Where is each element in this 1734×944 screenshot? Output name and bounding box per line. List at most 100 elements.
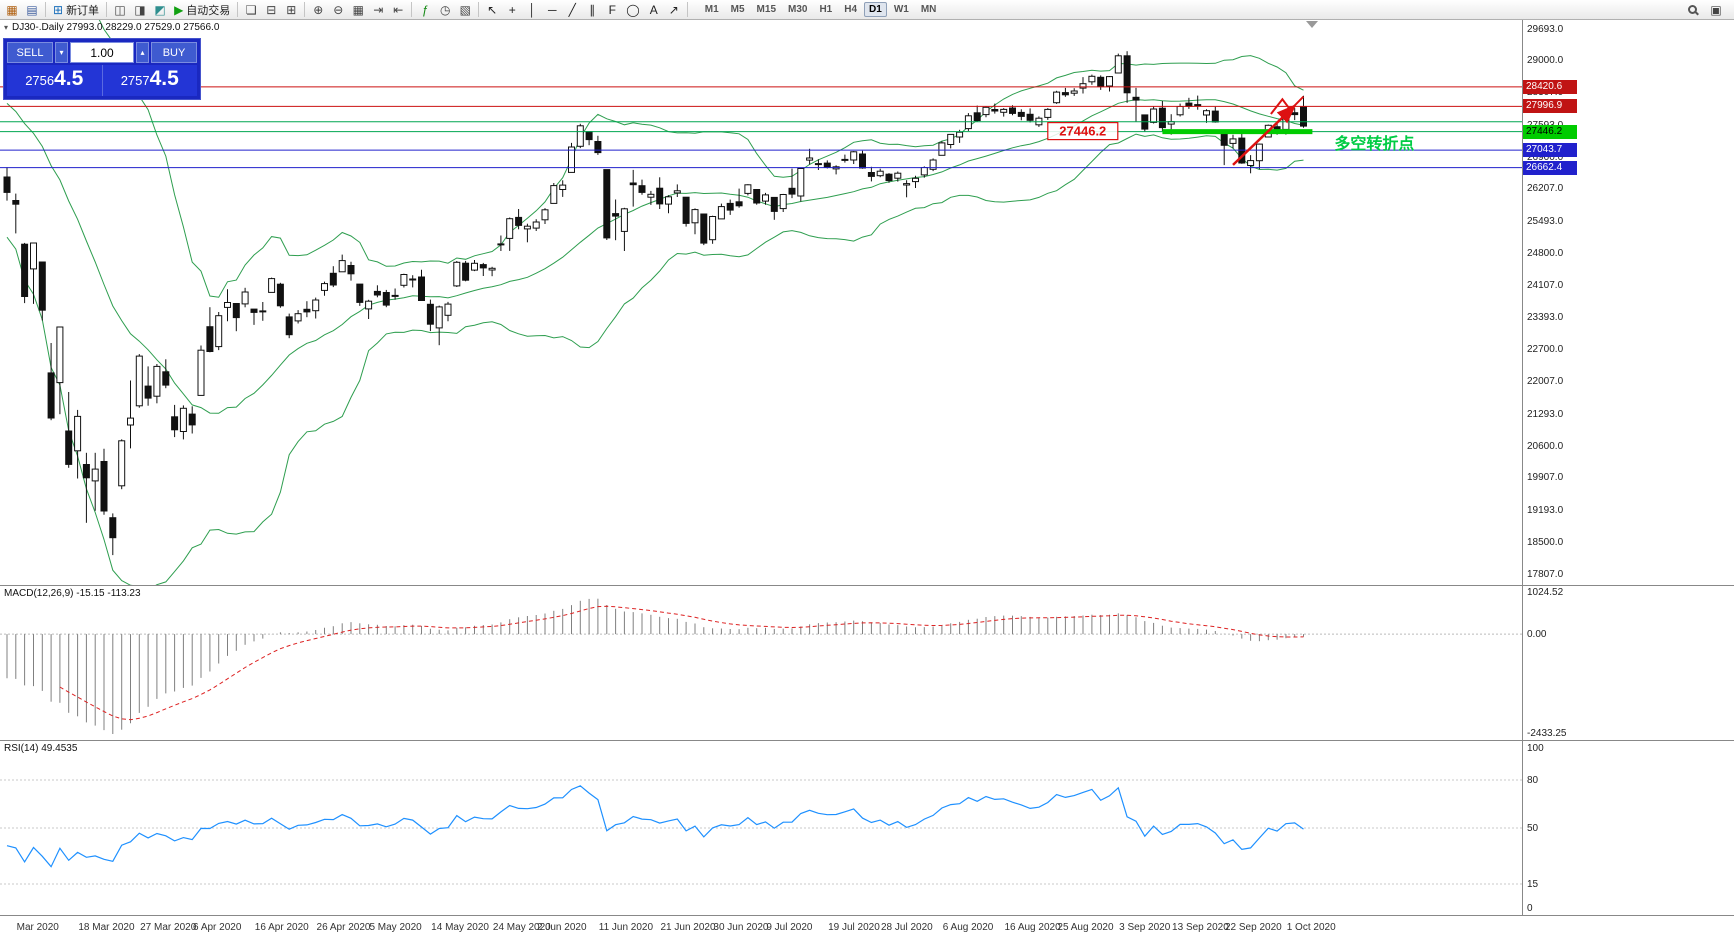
- profiles-button[interactable]: ▤: [22, 1, 42, 19]
- chart-shift-marker[interactable]: [1306, 21, 1318, 28]
- toolbar-separator: [478, 2, 480, 17]
- search-button[interactable]: [1682, 1, 1702, 19]
- equidistant-channel-button[interactable]: ∥: [582, 1, 602, 19]
- autotrade-button[interactable]: ▶ 自动交易: [170, 1, 234, 19]
- candle: [462, 262, 470, 281]
- trend-arrow[interactable]: [1232, 104, 1297, 166]
- candle: [647, 193, 655, 198]
- rsi-plot[interactable]: RSI(14) 49.4535: [0, 741, 1522, 915]
- new-order-icon: ⊞: [53, 2, 64, 17]
- tile-horizontally-button[interactable]: ⊟: [261, 1, 281, 19]
- candle: [444, 303, 452, 316]
- candle: [515, 216, 523, 226]
- cursor-button[interactable]: ↖: [482, 1, 502, 19]
- price-callout-box[interactable]: [1047, 121, 1119, 141]
- quick-panel-button[interactable]: ▣: [1706, 1, 1726, 19]
- candle: [285, 316, 293, 336]
- templates-button[interactable]: ▧: [455, 1, 475, 19]
- candle: [559, 184, 567, 191]
- sell-price[interactable]: 2756 4.5: [7, 65, 102, 96]
- data-window-button[interactable]: ◨: [130, 1, 150, 19]
- timeframe-m5-button[interactable]: M5: [730, 4, 745, 15]
- volume-up-button[interactable]: ▴: [136, 42, 149, 63]
- candle: [797, 168, 805, 197]
- zoom-in-button[interactable]: ⊕: [308, 1, 328, 19]
- candle: [841, 158, 849, 161]
- indicators-button[interactable]: ƒ: [415, 1, 435, 19]
- candle: [1053, 91, 1061, 104]
- candle: [1282, 115, 1290, 130]
- tile-vertically-button[interactable]: ⊞: [281, 1, 301, 19]
- macd-plot[interactable]: MACD(12,26,9) -15.15 -113.23: [0, 586, 1522, 740]
- candle: [700, 213, 708, 244]
- volume-down-button[interactable]: ▾: [55, 42, 68, 63]
- candle: [250, 308, 258, 313]
- candle: [956, 131, 964, 138]
- horizontal-line-icon: ─: [548, 2, 557, 17]
- candle: [1017, 111, 1025, 117]
- new-chart-button[interactable]: ▦: [2, 1, 22, 19]
- price-axis[interactable]: 29693.029000.028307.027593.026900.026207…: [1522, 20, 1734, 585]
- price-path-squiggle: [1270, 95, 1305, 115]
- auto-scroll-button[interactable]: ⇥: [368, 1, 388, 19]
- rsi-axis-label: 100: [1527, 743, 1544, 754]
- tile-windows-button[interactable]: ▦: [348, 1, 368, 19]
- timeframe-w1-button[interactable]: W1: [893, 4, 909, 15]
- chart-shift-icon: ⇤: [393, 2, 404, 17]
- timeframe-h4-button[interactable]: H4: [844, 4, 858, 15]
- cascade-windows-button[interactable]: ❏: [241, 1, 261, 19]
- macd-label: MACD(12,26,9) -15.15 -113.23: [4, 588, 141, 599]
- chart-shift-button[interactable]: ⇤: [388, 1, 408, 19]
- price-axis-label: 19193.0: [1527, 505, 1564, 517]
- profiles-icon: ▤: [26, 2, 38, 17]
- buy-button[interactable]: BUY: [151, 42, 197, 63]
- price-axis-label: 24107.0: [1527, 279, 1564, 291]
- vertical-line-icon: │: [528, 2, 537, 17]
- shapes-button[interactable]: ◯: [622, 1, 643, 19]
- main-chart[interactable]: 27446.2 多空转折点 ▾ DJ30-.Daily 27993.0 28229…: [0, 20, 1522, 585]
- buy-price[interactable]: 2757 4.5: [103, 65, 198, 96]
- sell-button[interactable]: SELL: [7, 42, 53, 63]
- candle: [691, 209, 699, 224]
- annotation-note-text[interactable]: 多空转折点: [1334, 134, 1414, 153]
- candle: [3, 176, 11, 193]
- trendline-button[interactable]: ╱: [562, 1, 582, 19]
- timeframe-h1-button[interactable]: H1: [819, 4, 833, 15]
- date-axis-label: 16 Aug 2020: [1004, 922, 1061, 933]
- timeframe-mn-button[interactable]: MN: [920, 4, 937, 15]
- candle: [779, 194, 787, 210]
- chart-windows-button[interactable]: ◫: [110, 1, 130, 19]
- price-axis-label: 17807.0: [1527, 568, 1564, 580]
- timeframe-m1-button[interactable]: M1: [704, 4, 719, 15]
- timeframe-m30-button[interactable]: M30: [788, 4, 808, 15]
- new-order-button[interactable]: ⊞ 新订单: [49, 1, 103, 19]
- vertical-line-button[interactable]: │: [522, 1, 542, 19]
- new-order-label: 新订单: [66, 4, 100, 17]
- main-chart-canvas[interactable]: 27446.2 多空转折点: [0, 20, 1522, 585]
- candle: [65, 430, 73, 465]
- candle: [788, 187, 796, 195]
- fibonacci-button[interactable]: F: [602, 1, 622, 19]
- arrows-button[interactable]: ↗: [664, 1, 684, 19]
- date-axis[interactable]: Mar 2020 18 Mar 2020 27 Mar 2020 6 Apr 2020…: [0, 916, 1734, 944]
- horizontal-line-button[interactable]: ─: [542, 1, 562, 19]
- one-click-toggle-icon[interactable]: ▾: [4, 23, 9, 32]
- candle: [153, 365, 161, 397]
- timeframe-d1-button[interactable]: D1: [864, 2, 887, 17]
- zoom-out-button[interactable]: ⊖: [328, 1, 348, 19]
- cascade-windows-icon: ❏: [245, 2, 257, 17]
- price-badge-27043.7: 27043.7: [1523, 143, 1577, 158]
- rsi-canvas: [0, 779, 1522, 885]
- candle: [629, 182, 637, 186]
- volume-input[interactable]: [70, 42, 134, 63]
- crosshair-button[interactable]: +: [502, 1, 522, 19]
- candle: [850, 151, 858, 161]
- text-button[interactable]: A: [644, 1, 664, 19]
- date-axis-label: 24 May 2020: [492, 922, 551, 933]
- navigator-button[interactable]: ◩: [150, 1, 170, 19]
- candle: [259, 310, 267, 313]
- timeframe-m15-button[interactable]: M15: [756, 4, 776, 15]
- periods-button[interactable]: ◷: [435, 1, 455, 19]
